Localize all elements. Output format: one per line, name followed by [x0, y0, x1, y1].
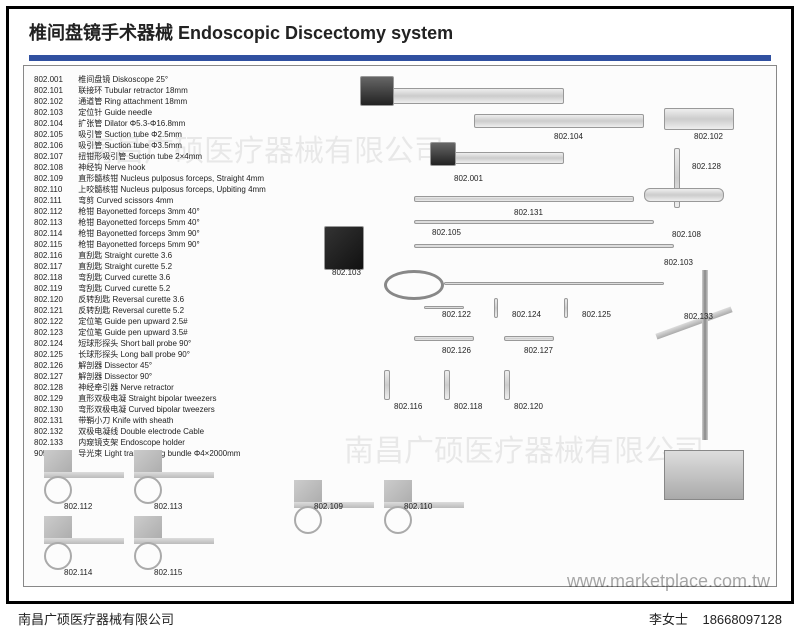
syringe-shape — [644, 188, 724, 202]
bottom-instruments: 802.112 802.113 802.114 802.115 802.109 802.1… — [34, 450, 768, 578]
item-row: 802.130 弯形双极电凝 Curved bipolar tweezers — [34, 404, 334, 415]
forceps-label: 802.114 — [64, 568, 92, 577]
forceps-label: 802.112 — [64, 502, 92, 511]
knife-shape — [414, 196, 634, 202]
item-row: 802.110 上咬髓核钳 Nucleus pulposus forceps, … — [34, 184, 334, 195]
diskoscope-shape — [364, 88, 564, 104]
forceps-label: 802.115 — [154, 568, 182, 577]
forceps-label: 802.110 — [404, 502, 432, 511]
item-row: 802.120 反转刮匙 Reversal curette 3.6 — [34, 294, 334, 305]
curette-3 — [504, 370, 510, 400]
content-panel: 南昌广硕医疗器械有限公司 南昌广硕医疗器械有限公司 802.001 椎间盘镜 D… — [23, 65, 777, 587]
item-row: 802.105 吸引管 Suction tube Φ2.5mm — [34, 129, 334, 140]
diagram-label: 802.124 — [512, 310, 541, 319]
forceps-label: 802.109 — [314, 502, 343, 511]
diagram-label: 802.128 — [692, 162, 721, 171]
item-row: 802.132 双极电凝线 Double electrode Cable — [34, 426, 334, 437]
diagram-label: 802.116 — [394, 402, 422, 411]
hook-shape — [414, 244, 674, 248]
footer-company: 南昌广硕医疗器械有限公司 — [18, 609, 174, 628]
diagram-label: 802.125 — [582, 310, 611, 319]
item-row: 802.129 直形双极电凝 Straight bipolar tweezers — [34, 393, 334, 404]
guide-needle-block — [324, 226, 364, 270]
item-row: 802.104 扩张管 Dilator Φ5.3-Φ16.8mm — [34, 118, 334, 129]
probe-1 — [424, 306, 464, 309]
document-frame: 椎间盘镜手术器械 Endoscopic Discectomy system 南昌… — [6, 6, 794, 604]
item-row: 802.117 直刮匙 Straight curette 5.2 — [34, 261, 334, 272]
item-row: 802.107 扭钳形吸引管 Suction tube 2×4mm — [34, 151, 334, 162]
item-row: 802.115 枪钳 Bayonetted forceps 5mm 90° — [34, 239, 334, 250]
diagram-label: 802.104 — [554, 132, 583, 141]
curette-1 — [384, 370, 390, 400]
diagram-label: 802.126 — [442, 346, 471, 355]
item-row: 802.121 反转刮匙 Reversal curette 5.2 — [34, 305, 334, 316]
footer-contact: 李女士 — [649, 612, 688, 627]
diagram-label: 802.118 — [454, 402, 482, 411]
page-title: 椎间盘镜手术器械 Endoscopic Discectomy system — [29, 19, 771, 45]
item-row: 802.122 定位笔 Guide pen upward 2.5# — [34, 316, 334, 327]
item-row: 802.116 直刮匙 Straight curette 3.6 — [34, 250, 334, 261]
diagram-label: 802.105 — [432, 228, 461, 237]
item-row: 802.109 直形髓核钳 Nucleus pulposus forceps, … — [34, 173, 334, 184]
item-row: 802.133 内窥镜支架 Endoscope holder — [34, 437, 334, 448]
probe-2 — [494, 298, 498, 318]
item-row: 802.119 弯刮匙 Curved curette 5.2 — [34, 283, 334, 294]
ring-attachment-shape — [664, 108, 734, 130]
diskoscope-head — [360, 76, 394, 106]
item-row: 802.001 椎间盘镜 Diskoscope 25° — [34, 74, 334, 85]
diagram-label: 802.131 — [514, 208, 543, 217]
forceps-114 — [44, 516, 124, 566]
footer-phone: 18668097128 — [702, 612, 782, 627]
item-row: 802.118 弯刮匙 Curved curette 3.6 — [34, 272, 334, 283]
forceps-label: 802.113 — [154, 502, 182, 511]
cable-line — [444, 282, 664, 285]
item-row: 802.125 长球形探头 Long ball probe 90° — [34, 349, 334, 360]
item-row: 802.124 短球形探头 Short ball probe 90° — [34, 338, 334, 349]
curette-2 — [444, 370, 450, 400]
diagram-label: 802.001 — [454, 174, 483, 183]
diagram-label: 802.102 — [694, 132, 723, 141]
item-list: 802.001 椎间盘镜 Diskoscope 25°802.101 联接环 T… — [34, 74, 334, 446]
item-row: 802.126 解剖器 Dissector 45° — [34, 360, 334, 371]
item-row: 802.106 吸引管 Suction tube Φ3.5mm — [34, 140, 334, 151]
cable-shape — [384, 270, 444, 300]
forceps-112 — [44, 450, 124, 500]
header-divider — [29, 55, 771, 61]
dissector-1 — [414, 336, 474, 341]
footer: 南昌广硕医疗器械有限公司 李女士 18668097128 — [0, 609, 800, 628]
dissector-2 — [504, 336, 554, 341]
header: 椎间盘镜手术器械 Endoscopic Discectomy system — [9, 9, 791, 49]
item-row: 802.103 定位针 Guide needle — [34, 107, 334, 118]
item-row: 802.111 弯剪 Curved scissors 4mm — [34, 195, 334, 206]
probe-3 — [564, 298, 568, 318]
diagram-area: 802.104 802.102 802.001 802.128 802.131 802.1… — [324, 70, 768, 446]
marketplace-watermark: www.marketplace.com.tw — [567, 571, 770, 592]
diagram-label: 802.108 — [672, 230, 701, 239]
forceps-113 — [134, 450, 214, 500]
item-row: 802.131 带鞘小刀 Knife with sheath — [34, 415, 334, 426]
item-row: 802.128 神经牵引器 Nerve retractor — [34, 382, 334, 393]
item-row: 802.112 枪钳 Bayonetted forceps 3mm 40° — [34, 206, 334, 217]
item-row: 802.102 通道管 Ring attachment 18mm — [34, 96, 334, 107]
diagram-label: 802.127 — [524, 346, 553, 355]
item-row: 802.101 联接环 Tubular retractor 18mm — [34, 85, 334, 96]
suction-shape — [414, 220, 654, 224]
diagram-label: 802.103 — [664, 258, 693, 267]
diagram-label: 802.122 — [442, 310, 471, 319]
item-row: 802.123 定位笔 Guide pen upward 3.5# — [34, 327, 334, 338]
scope-2-head — [430, 142, 456, 166]
forceps-115 — [134, 516, 214, 566]
item-row: 802.113 枪钳 Bayonetted forceps 5mm 40° — [34, 217, 334, 228]
diagram-label: 802.133 — [684, 312, 713, 321]
dilator-shape — [474, 114, 644, 128]
diagram-label: 802.103 — [332, 268, 361, 277]
item-row: 802.114 枪钳 Bayonetted forceps 3mm 90° — [34, 228, 334, 239]
item-row: 802.127 解剖器 Dissector 90° — [34, 371, 334, 382]
item-row: 802.108 神经钩 Nerve hook — [34, 162, 334, 173]
diagram-label: 802.120 — [514, 402, 543, 411]
